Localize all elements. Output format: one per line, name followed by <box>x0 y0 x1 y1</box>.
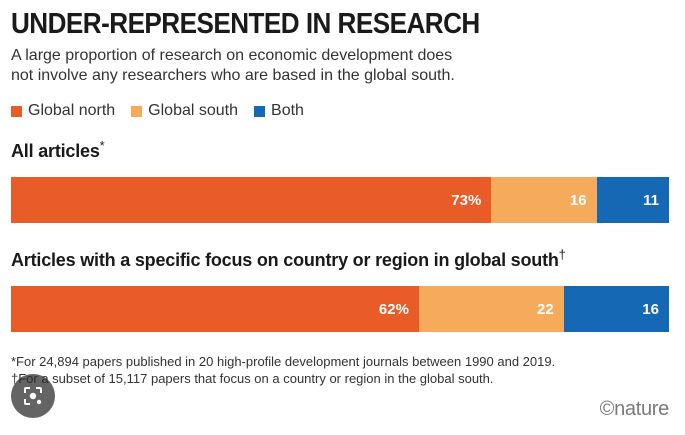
nature-credit: ©nature <box>599 398 670 420</box>
legend-label: Both <box>271 102 304 119</box>
bar-segment-both: 11 <box>596 177 669 223</box>
legend-swatch <box>131 105 143 117</box>
bar-label-global-south-focus: Articles with a specific focus on countr… <box>11 247 566 271</box>
lens-search-icon <box>24 387 42 405</box>
segment-value-label: 11 <box>643 191 659 209</box>
legend-item-global-north: Global north <box>11 102 115 120</box>
stacked-bar-global-south-focus: 62% 22 16 <box>11 286 669 332</box>
lens-search-button[interactable] <box>11 374 55 418</box>
bar-segment-global-north: 73% <box>11 177 492 223</box>
legend-label: Global south <box>148 102 239 119</box>
subtitle-line: A large proportion of research on econom… <box>11 47 453 64</box>
segment-value-label: 73% <box>451 191 482 209</box>
stacked-bar-all-articles: 73% 16 11 <box>11 177 669 223</box>
legend-swatch <box>254 105 266 117</box>
chart-title: UNDER-REPRESENTED IN RESEARCH <box>11 8 480 40</box>
segment-value-label: 22 <box>537 300 554 318</box>
bar-label-mark: † <box>558 247 566 262</box>
segment-value-label: 16 <box>569 191 587 209</box>
segment-value-label: 16 <box>642 300 659 318</box>
legend-item-both: Both <box>254 102 304 120</box>
bar-segment-global-south: 16 <box>491 177 597 223</box>
footnote: *For 24,894 papers published in 20 high-… <box>11 354 556 369</box>
bar-segment-global-south: 22 <box>418 286 564 332</box>
bar-label-text: All articles <box>11 141 100 161</box>
footnote: †For a subset of 15,117 papers that focu… <box>11 371 494 386</box>
segment-value-label: 62% <box>378 300 409 318</box>
bar-label-text: Articles with a specific focus on countr… <box>11 250 559 270</box>
bar-label-all-articles: All articles* <box>11 138 105 162</box>
bar-segment-global-north: 62% <box>11 286 419 332</box>
subtitle-line: not involve any researchers who are base… <box>11 67 455 84</box>
legend-item-global-south: Global south <box>131 102 238 120</box>
footnotes: *For 24,894 papers published in 20 high-… <box>11 353 555 387</box>
legend-label: Global north <box>28 102 116 119</box>
chart-subtitle: A large proportion of research on econom… <box>11 46 611 86</box>
bar-segment-both: 16 <box>563 286 669 332</box>
bar-label-mark: * <box>99 138 105 153</box>
legend-swatch <box>11 105 22 117</box>
legend: Global north Global south Both <box>11 102 320 120</box>
